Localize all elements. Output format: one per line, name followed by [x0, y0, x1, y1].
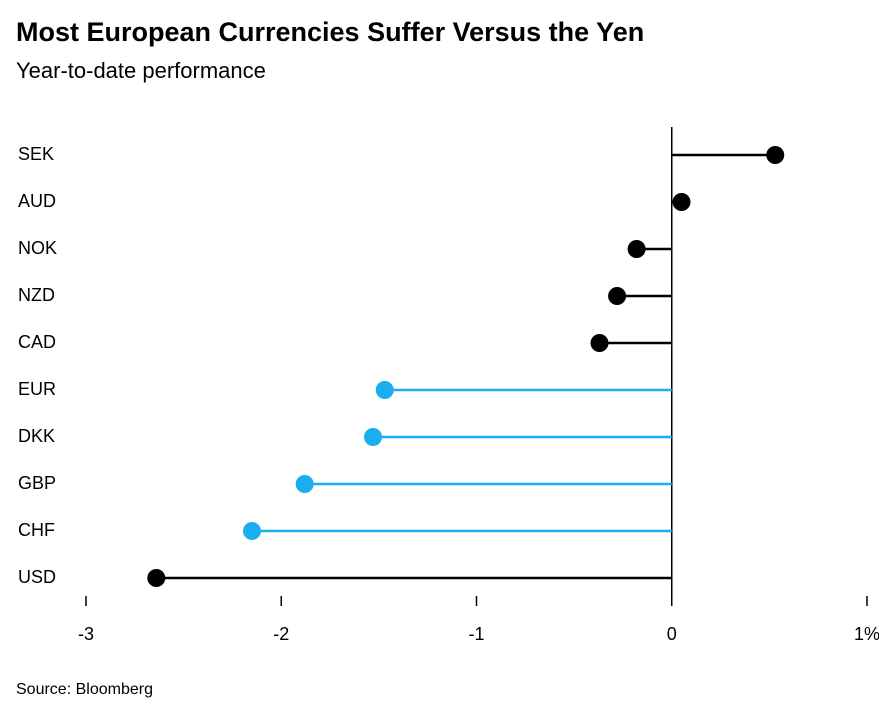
chart-title: Most European Currencies Suffer Versus t… — [16, 17, 644, 47]
x-tick-label: 1% — [854, 624, 879, 644]
y-tick-label: DKK — [18, 426, 55, 446]
dot — [364, 428, 383, 446]
y-tick-label: GBP — [18, 473, 56, 493]
y-tick-label: AUD — [18, 191, 56, 211]
y-tick-label: NOK — [18, 238, 57, 258]
chart-subtitle: Year-to-date performance — [16, 58, 266, 83]
dot — [766, 146, 785, 164]
y-tick-label: CAD — [18, 332, 56, 352]
dot — [590, 334, 609, 352]
y-tick-label: CHF — [18, 520, 55, 540]
dot — [375, 381, 394, 399]
x-tick-label: -2 — [273, 624, 289, 644]
x-tick-label: -1 — [468, 624, 484, 644]
source: Source: Bloomberg — [16, 681, 153, 698]
dot — [295, 475, 314, 493]
y-tick-label: SEK — [18, 144, 54, 164]
x-tick-label: -3 — [78, 624, 94, 644]
dot — [242, 522, 261, 540]
y-tick-label: EUR — [18, 379, 56, 399]
x-tick-label: 0 — [667, 624, 677, 644]
dot — [672, 193, 691, 211]
dot — [608, 287, 627, 305]
y-tick-label: USD — [18, 567, 56, 587]
y-tick-label: NZD — [18, 285, 55, 305]
dot — [147, 569, 166, 587]
dot — [627, 240, 646, 258]
